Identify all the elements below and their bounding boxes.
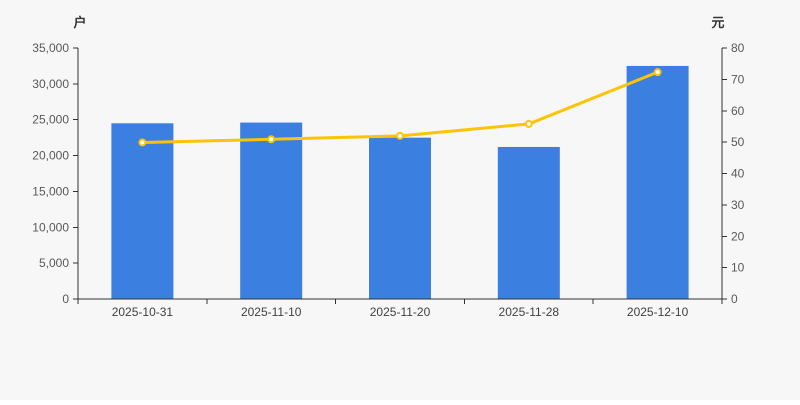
bar — [111, 123, 174, 299]
right-axis-tick-label: 80 — [731, 41, 745, 55]
left-axis-tick-label: 35,000 — [32, 41, 69, 55]
left-axis-tick-label: 10,000 — [32, 220, 69, 234]
right-axis-tick-label: 60 — [731, 104, 745, 118]
left-axis-tick-label: 20,000 — [32, 149, 69, 163]
data-point-marker — [138, 138, 147, 147]
data-point-marker — [653, 68, 662, 77]
bar — [369, 137, 431, 299]
right-axis-tick-label: 40 — [731, 167, 745, 181]
data-point-marker — [267, 135, 276, 144]
right-axis-tick-label: 30 — [731, 198, 745, 212]
right-axis-tick-label: 70 — [731, 72, 745, 86]
x-axis-category-label: 2025-12-10 — [627, 305, 689, 319]
right-axis-tick-label: 0 — [731, 292, 738, 306]
right-axis-unit-label: 元 — [711, 15, 724, 30]
left-axis-tick-label: 30,000 — [32, 77, 69, 91]
left-axis-tick-label: 5,000 — [39, 256, 69, 270]
left-axis-tick-label: 25,000 — [32, 113, 69, 127]
bar — [626, 65, 689, 299]
left-axis-tick-label: 15,000 — [32, 184, 69, 198]
left-axis-tick-label: 0 — [62, 292, 69, 306]
data-point-marker — [396, 131, 404, 140]
bar — [240, 122, 303, 299]
right-axis-tick-label: 50 — [731, 135, 745, 149]
plot-area: 0 5,000 10,000 15,000 20,000 25,000 30,000 35,0… — [32, 41, 744, 319]
x-axis-category-label: 2025-11-10 — [241, 305, 302, 319]
bar — [497, 146, 560, 299]
x-axis-category-label: 2025-11-28 — [499, 305, 560, 319]
data-point-marker — [524, 119, 533, 128]
x-axis-category-label: 2025-11-20 — [370, 305, 431, 319]
right-axis-tick-label: 10 — [731, 261, 745, 275]
x-axis-category-label: 2025-10-31 — [112, 305, 174, 319]
left-axis-unit-label: 户 — [73, 15, 86, 30]
right-axis-tick-label: 20 — [731, 229, 745, 243]
